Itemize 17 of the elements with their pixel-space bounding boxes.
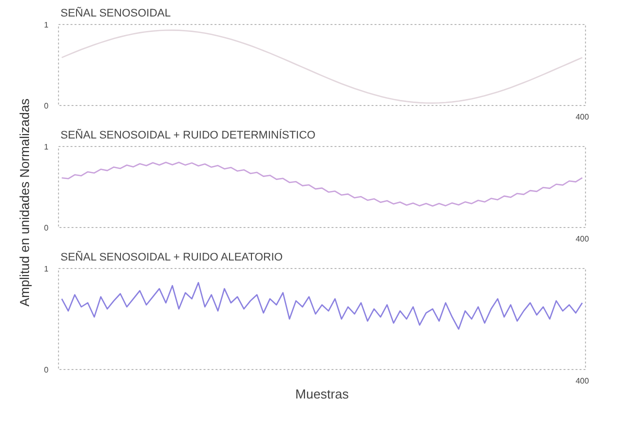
line-series [61,30,583,104]
y-tick-label: 1 [44,20,50,30]
text: 400 [576,112,590,122]
y-tick-label: 0 [44,224,50,232]
chart-title: SEÑAL SENOSOIDAL + RUIDO DETERMINÍSTICO [60,128,316,142]
text: 400 [576,376,590,386]
y-tick-label: 1 [44,264,50,274]
y-tick-label: 0 [44,102,50,110]
chart-title: SEÑAL SENOSOIDAL [60,6,171,20]
text: 400 [576,234,590,244]
chart-title: SEÑAL SENOSOIDAL + RUIDO ALEATORIO [60,250,284,264]
y-tick-label: 0 [44,366,50,374]
y-axis-title: Amplitud en unidades Normalizadas [17,98,32,307]
line-series [61,282,583,330]
x-axis-title: Muestras [295,386,350,402]
line-series [61,162,583,207]
y-tick-label: 1 [44,142,50,152]
